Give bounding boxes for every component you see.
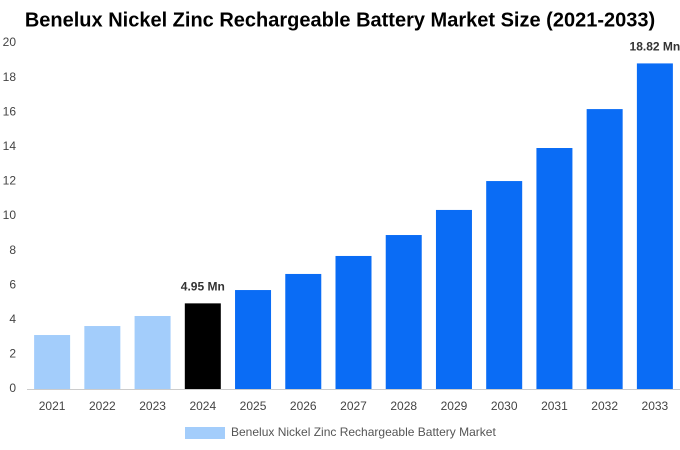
x-tick-label: 2030	[491, 399, 518, 413]
x-tick-label: 2022	[89, 399, 116, 413]
bar	[636, 63, 673, 389]
y-tick-label: 12	[3, 174, 17, 188]
y-tick-label: 20	[3, 35, 17, 49]
legend-label: Benelux Nickel Zinc Rechargeable Battery…	[231, 425, 496, 439]
bar	[435, 209, 472, 389]
x-tick-label: 2028	[390, 399, 417, 413]
bar	[335, 255, 372, 389]
chart-title: Benelux Nickel Zinc Rechargeable Battery…	[25, 9, 655, 31]
x-tick-label: 2025	[240, 399, 267, 413]
data-label: 18.82 Mn	[630, 40, 680, 54]
bar	[134, 315, 171, 389]
y-tick-label: 6	[9, 277, 16, 291]
x-tick-label: 2021	[39, 399, 66, 413]
y-tick-label: 18	[3, 70, 17, 84]
y-tick-label: 8	[9, 243, 16, 257]
bar	[84, 326, 121, 389]
bar	[184, 303, 221, 389]
bar	[285, 273, 322, 389]
x-tick-label: 2023	[139, 399, 166, 413]
y-tick-label: 16	[3, 104, 17, 118]
legend-swatch	[185, 427, 225, 439]
bar	[385, 235, 422, 389]
y-tick-label: 10	[3, 208, 17, 222]
x-tick-label: 2024	[189, 399, 216, 413]
x-tick-label: 2026	[290, 399, 317, 413]
bar	[34, 335, 71, 389]
bar	[586, 109, 623, 389]
y-tick-label: 2	[9, 347, 16, 361]
y-tick-label: 0	[9, 381, 16, 395]
bar	[536, 148, 573, 389]
x-tick-label: 2027	[340, 399, 367, 413]
x-tick-label: 2029	[441, 399, 468, 413]
bar	[235, 290, 272, 389]
bar	[486, 181, 523, 389]
x-tick-label: 2031	[541, 399, 568, 413]
x-tick-label: 2033	[642, 399, 669, 413]
y-tick-label: 14	[3, 139, 17, 153]
y-tick-label: 4	[9, 312, 16, 326]
x-tick-label: 2032	[591, 399, 618, 413]
data-label: 4.95 Mn	[181, 280, 225, 294]
